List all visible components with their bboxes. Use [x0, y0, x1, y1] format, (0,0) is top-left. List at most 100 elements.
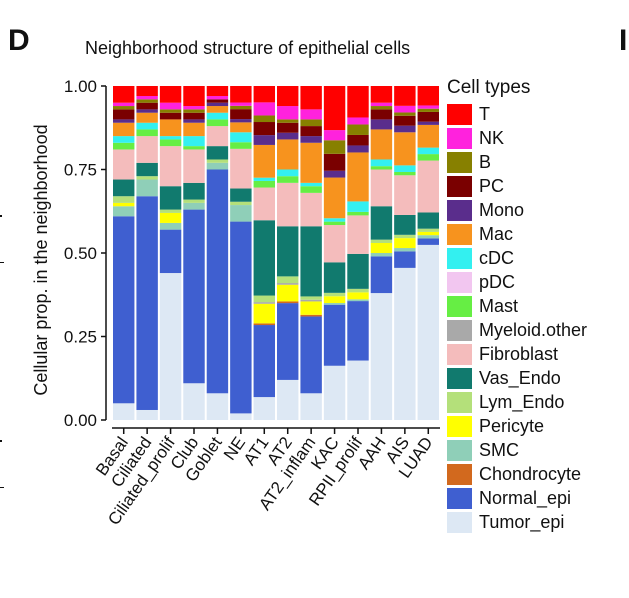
bar-segment-fibroblast-at2 [277, 182, 299, 227]
bar-segment-normal-epi-at2-inflam [300, 316, 322, 394]
bar-segment-nk-basal [113, 102, 135, 107]
bar-segment-t-ais [394, 86, 416, 106]
bar-segment-pericyte-ciliated-prolif [159, 212, 182, 223]
bar-segment-cdc-luad [417, 147, 439, 155]
bar-segment-tumor-epi-ciliated-prolif [159, 273, 182, 420]
bar-segment-myeloid-other-at1 [253, 302, 275, 304]
legend-label: Chondrocyte [479, 463, 582, 484]
bar-segment-normal-epi-club [183, 209, 205, 384]
bar-segment-pc-at2-inflam [300, 126, 322, 137]
bar-segment-mast-luad [417, 154, 439, 161]
legend-label: Pericyte [479, 415, 545, 436]
bar-segment-vas-endo-at2-inflam [300, 226, 322, 297]
legend-label: Lym_Endo [479, 391, 565, 412]
bar-segment-nk-aah [370, 102, 393, 107]
legend-item: Chondrocyte [447, 462, 587, 486]
bar-segment-b-ais [394, 112, 416, 116]
bar-segment-nk-ais [394, 105, 416, 113]
bar-segment-mono-club [183, 119, 205, 123]
bar-segment-mono-at2-inflam [300, 136, 322, 143]
chart-title: Neighborhood structure of epithelial cel… [85, 38, 411, 58]
bar-segment-lym-endo-basal [113, 196, 135, 203]
bar-segment-smc-kac [323, 303, 346, 305]
bar-segment-mac-ne [230, 122, 252, 133]
bar-segment-cdc-kac [323, 218, 346, 222]
legend-label: SMC [479, 439, 519, 460]
bar-segment-mono-goblet [206, 102, 229, 107]
bar-segment-smc-club [183, 202, 205, 210]
bar-segment-vas-endo-club [183, 182, 205, 200]
next-panel-label: I [619, 24, 628, 57]
legend-swatch [447, 151, 472, 173]
legend-label: Myeloid.other [479, 319, 588, 340]
legend-item: Tumor_epi [447, 510, 587, 534]
bar-segment-pc-rpii-prolif [347, 134, 369, 146]
legend-item: T [447, 102, 587, 126]
bar-segment-chondrocyte-at2 [277, 301, 299, 304]
bar-segment-b-basal [113, 106, 135, 110]
legend-item: SMC [447, 438, 587, 462]
bar-segment-cdc-at1 [253, 177, 275, 181]
bar-segment-lym-endo-ne [230, 201, 252, 206]
legend-label: Normal_epi [479, 487, 572, 508]
bar-segment-t-at2 [277, 86, 299, 107]
bar-segment-normal-epi-ciliated-prolif [159, 229, 182, 274]
legend-label: cDC [479, 247, 514, 268]
bar-segment-mast-at1 [253, 180, 275, 188]
bar-segment-tumor-epi-at2-inflam [300, 393, 322, 420]
bar-segment-cdc-at2-inflam [300, 182, 322, 187]
bar-segment-b-rpii-prolif [347, 124, 369, 135]
bar-segment-fibroblast-at2-inflam [300, 192, 322, 227]
legend-swatch [447, 487, 472, 509]
bar-segment-normal-epi-basal [113, 216, 135, 404]
bar-segment-pericyte-at1 [253, 303, 275, 324]
bar-segment-cdc-rpii-prolif [347, 201, 369, 212]
bar-segment-fibroblast-basal [113, 149, 135, 180]
bar-segment-mono-at1 [253, 135, 275, 145]
bar-segment-tumor-epi-ais [394, 267, 416, 420]
bar-segment-cdc-ais [394, 165, 416, 172]
legend-label: Mono [479, 199, 525, 220]
bar-segment-mast-basal [113, 142, 135, 150]
legend-label: NK [479, 127, 505, 148]
legend-swatch [447, 295, 472, 317]
bar-segment-mono-ne [230, 119, 252, 123]
bar-segment-cdc-basal [113, 136, 135, 143]
legend-item: PC [447, 174, 587, 198]
bar-segment-nk-at2-inflam [300, 109, 322, 120]
bar-segment-mast-ciliated [136, 129, 158, 137]
bar-segment-fibroblast-ciliated [136, 136, 158, 163]
legend-item: Mast [447, 294, 587, 318]
legend-title: Cell types [447, 77, 531, 98]
legend-item: Normal_epi [447, 486, 587, 510]
bar-segment-smc-goblet [206, 162, 229, 170]
bar-segment-mac-aah [370, 129, 393, 160]
bar-segment-nk-kac [323, 130, 346, 141]
bar-segment-fibroblast-goblet [206, 126, 229, 147]
legend-label: Vas_Endo [479, 367, 561, 388]
bar-segment-pc-at1 [253, 122, 275, 136]
legend-swatch [447, 463, 472, 485]
bar-segment-lym-endo-ais [394, 234, 416, 239]
bar-segment-mast-aah [370, 166, 393, 170]
bar-segment-b-aah [370, 106, 393, 110]
legend: Cell types T NK B PC Mono Mac cDC pDC Mast Myeloi… [447, 77, 587, 534]
neighbor-panel-fragment [0, 440, 2, 442]
bar-segment-mono-aah [370, 119, 393, 130]
bar-segment-fibroblast-club [183, 149, 205, 183]
bar-segment-fibroblast-luad [417, 160, 439, 213]
legend-swatch [447, 247, 472, 269]
bar-segment-vas-endo-goblet [206, 146, 229, 160]
bar-segment-mast-goblet [206, 119, 229, 127]
bar-segment-normal-epi-ciliated [136, 196, 158, 410]
bar-segment-cdc-at2 [277, 169, 299, 177]
bar-segment-smc-ne [230, 205, 252, 222]
bar-segment-pc-aah [370, 109, 393, 120]
bar-segment-nk-ciliated [136, 96, 158, 100]
bar-segment-mac-rpii-prolif [347, 152, 369, 202]
bar-segment-nk-ciliated-prolif [159, 102, 182, 110]
y-tick-label: 0.50 [64, 244, 97, 263]
legend-swatch [447, 439, 472, 461]
bar-segment-vas-endo-kac [323, 262, 346, 293]
bar-segment-tumor-epi-at2 [277, 379, 299, 420]
